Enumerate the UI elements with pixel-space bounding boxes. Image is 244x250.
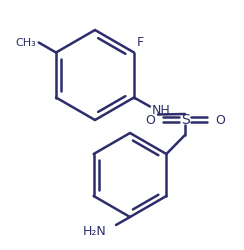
Text: NH: NH xyxy=(152,104,171,117)
Text: S: S xyxy=(181,112,189,126)
Text: F: F xyxy=(137,36,144,49)
Text: H₂N: H₂N xyxy=(82,224,106,237)
Text: CH₃: CH₃ xyxy=(15,37,36,47)
Text: O: O xyxy=(215,113,225,126)
Text: O: O xyxy=(145,113,155,126)
